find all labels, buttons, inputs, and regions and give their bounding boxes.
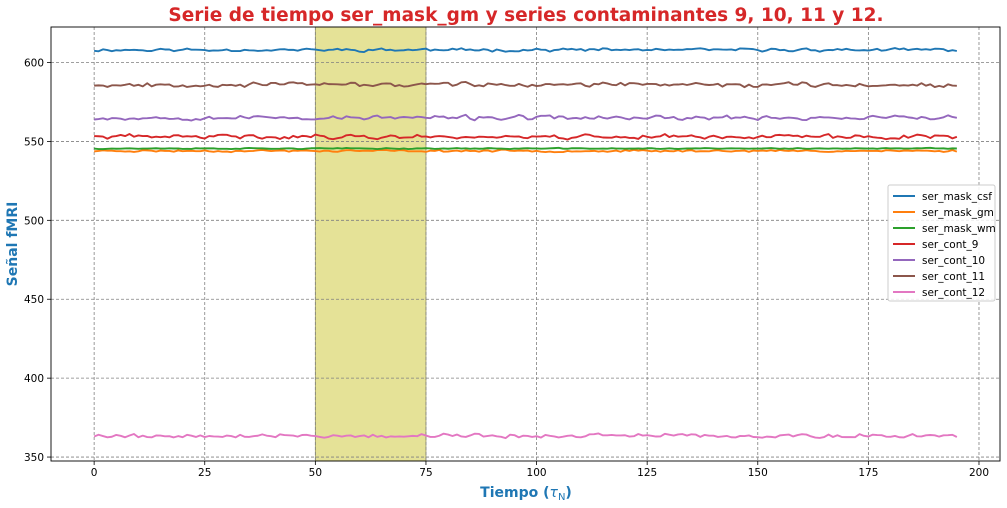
x-tick-label: 125	[637, 467, 657, 479]
x-tick-label: 0	[91, 467, 98, 479]
x-tick-label: 50	[309, 467, 322, 479]
series-lines	[93, 47, 958, 440]
chart-title: Serie de tiempo ser_mask_gm y series con…	[168, 5, 883, 26]
x-tick-label: 150	[748, 467, 768, 479]
highlight-band	[314, 26, 427, 462]
series-line-ser-mask-csf	[94, 47, 958, 54]
x-tick-label: 100	[527, 467, 547, 479]
highlight-rect	[314, 26, 427, 462]
y-tick-label: 600	[24, 58, 44, 70]
x-axis-label: Tiempo (τN)	[480, 485, 572, 503]
legend-label: ser_cont_10	[922, 255, 985, 267]
y-tick-label: 350	[24, 452, 44, 464]
plot-frame	[50, 26, 1001, 462]
legend-label: ser_cont_9	[922, 239, 978, 251]
legend-label: ser_cont_12	[922, 287, 985, 299]
legend-label: ser_mask_csf	[922, 191, 992, 203]
plot-area	[51, 27, 1000, 461]
y-tick-label: 450	[24, 294, 44, 306]
y-tick-label: 550	[24, 136, 44, 148]
legend: ser_mask_csf ser_mask_gm ser_mask_wm ser_co…	[887, 184, 996, 302]
grid	[51, 27, 1000, 461]
x-tick-label: 25	[198, 467, 211, 479]
legend-label: ser_mask_gm	[922, 207, 994, 219]
x-tick-label: 75	[419, 467, 432, 479]
x-axis-label-main: Tiempo (	[480, 485, 549, 501]
series-line-ser-mask-gm	[94, 148, 958, 154]
y-tick-label: 400	[24, 373, 44, 385]
legend-label: ser_mask_wm	[922, 223, 996, 235]
series-line-ser-mask-wm	[94, 146, 957, 151]
y-axis-label: Señal fMRI	[5, 202, 21, 287]
legend-label: ser_cont_11	[922, 271, 985, 283]
x-tick-label: 175	[858, 467, 878, 479]
series-line-ser-cont-12	[93, 432, 958, 440]
x-axis-label-subscript: N	[558, 492, 565, 503]
series-line-ser-cont-11	[94, 81, 957, 89]
x-tick-label: 200	[969, 467, 989, 479]
x-axis-label-end: )	[565, 485, 571, 501]
axis-ticks: 0 25 50 75 100 125 150 175 200 350 400 450 500 550 600	[24, 58, 989, 479]
series-line-ser-cont-10	[94, 113, 958, 122]
x-axis-label-symbol: τ	[550, 485, 559, 501]
series-line-ser-cont-9	[94, 133, 958, 141]
legend-box	[887, 184, 996, 302]
y-tick-label: 500	[24, 215, 44, 227]
